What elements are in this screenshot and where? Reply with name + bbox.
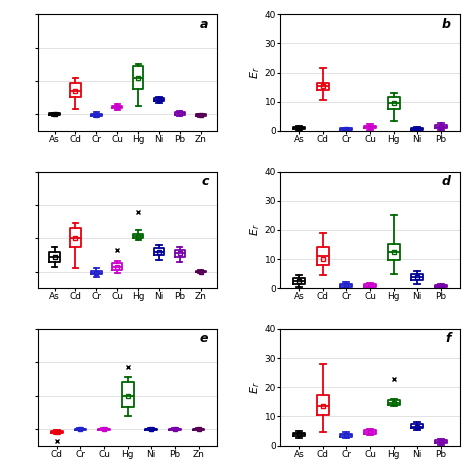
Text: a: a: [200, 18, 209, 31]
Text: d: d: [442, 175, 451, 188]
Y-axis label: $\mathit{E}_r$: $\mathit{E}_r$: [248, 381, 262, 393]
Text: f: f: [445, 332, 451, 346]
Text: e: e: [200, 332, 209, 346]
Y-axis label: $\mathit{E}_r$: $\mathit{E}_r$: [248, 224, 262, 236]
Text: c: c: [201, 175, 209, 188]
Y-axis label: $\mathit{E}_r$: $\mathit{E}_r$: [248, 66, 262, 79]
Text: b: b: [442, 18, 451, 31]
